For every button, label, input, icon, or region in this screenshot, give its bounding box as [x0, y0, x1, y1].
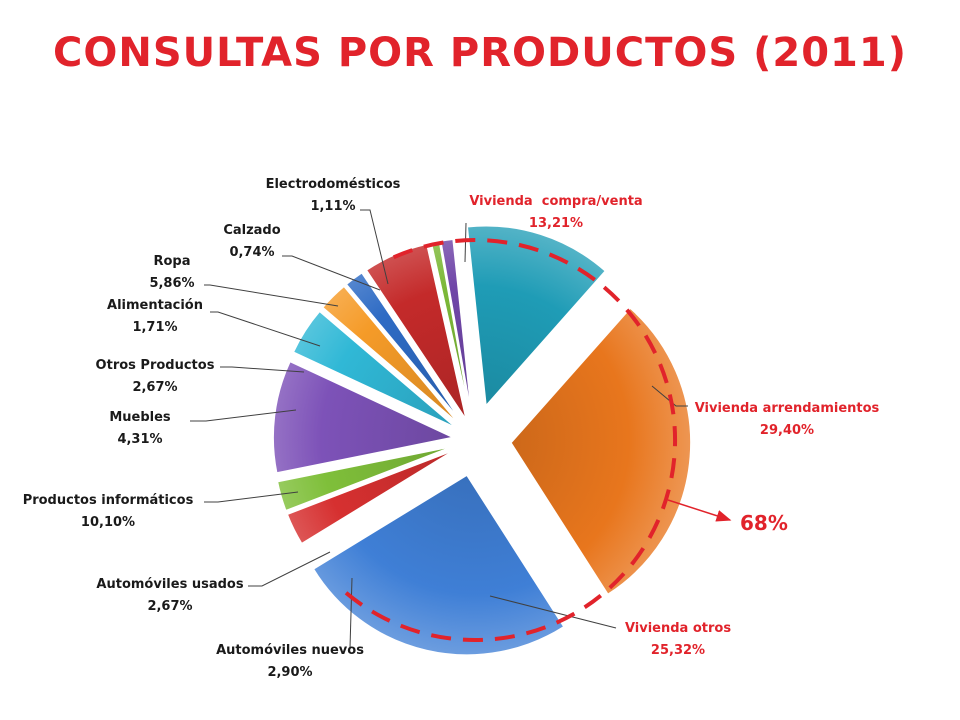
leader-line-alimentacion [210, 311, 321, 347]
slice-labels: Vivienda compra/venta 13,21% Vivienda arre… [23, 177, 880, 680]
pie-slice-electrodomesticos [439, 238, 473, 419]
leader-line-vivienda-compra-venta [464, 222, 467, 263]
slice-label-ropa: Ropa [153, 254, 190, 269]
highlight-arrow [667, 499, 732, 522]
slice-value-automoviles-nuevos: 2,90% [267, 665, 312, 680]
slice-label-otros-productos: Otros Productos [96, 358, 215, 373]
leader-line-vivienda-otros [489, 595, 617, 629]
leader-line-automoviles-nuevos [349, 577, 353, 649]
slice-value-muebles: 4,31% [117, 432, 162, 447]
highlight-total-label: 68% [740, 511, 788, 535]
pie-slice-muebles [292, 310, 457, 429]
pie-slices [272, 224, 692, 656]
highlight-dashed-arc [339, 238, 678, 642]
pie-slice-vivienda-otros [312, 474, 565, 656]
leader-line-otros-productos [220, 366, 305, 373]
slice-value-otros-productos: 2,67% [132, 380, 177, 395]
chart-title: CONSULTAS POR PRODUCTOS (2011) [53, 30, 907, 76]
pie-slice-vivienda-arrendamientos [509, 307, 692, 596]
slice-value-electrodomesticos: 1,11% [310, 199, 355, 214]
leader-lines [190, 209, 688, 649]
slice-label-automoviles-nuevos: Automóviles nuevos [216, 643, 364, 658]
pie-slice-automoviles-usados [276, 445, 455, 512]
pie-slice-productos-informaticos [272, 360, 456, 474]
slice-value-vivienda-otros: 25,32% [651, 643, 705, 658]
highlight-group: 68% [339, 238, 788, 642]
leader-line-calzado [282, 255, 381, 291]
slice-label-muebles: Muebles [109, 410, 171, 425]
slice-label-vivienda-arrendamientos: Vivienda arrendamientos [695, 401, 880, 416]
leader-line-muebles [190, 409, 297, 422]
leader-line-ropa [204, 284, 339, 307]
slice-label-electrodomesticos: Electrodomésticos [266, 177, 401, 192]
leader-line-automoviles-usados [248, 551, 331, 587]
slice-value-vivienda-compra-venta: 13,21% [529, 216, 583, 231]
leader-line-vivienda-arrendamientos [651, 385, 688, 407]
leader-line-productos-informaticos [204, 491, 299, 503]
slice-value-alimentacion: 1,71% [132, 320, 177, 335]
pie-slice-automoviles-nuevos [286, 448, 456, 545]
pie-slice-otros-productos [321, 285, 461, 425]
slice-label-calzado: Calzado [223, 223, 280, 238]
slice-label-automoviles-usados: Automóviles usados [96, 577, 243, 592]
pie-slice-alimentacion [345, 271, 463, 423]
slice-label-vivienda-compra-venta: Vivienda compra/venta [469, 194, 642, 209]
slice-value-automoviles-usados: 2,67% [147, 599, 192, 614]
pie-slice-vivienda-compra-venta [466, 224, 607, 408]
slice-label-vivienda-otros: Vivienda otros [625, 621, 731, 636]
slice-value-ropa: 5,86% [149, 276, 194, 291]
slice-value-vivienda-arrendamientos: 29,40% [760, 423, 814, 438]
slice-label-productos-informaticos: Productos informáticos [23, 493, 194, 508]
leader-line-electrodomesticos [360, 209, 389, 285]
slice-value-calzado: 0,74% [229, 245, 274, 260]
slice-value-productos-informaticos: 10,10% [81, 515, 135, 530]
slice-label-alimentacion: Alimentación [107, 298, 203, 313]
